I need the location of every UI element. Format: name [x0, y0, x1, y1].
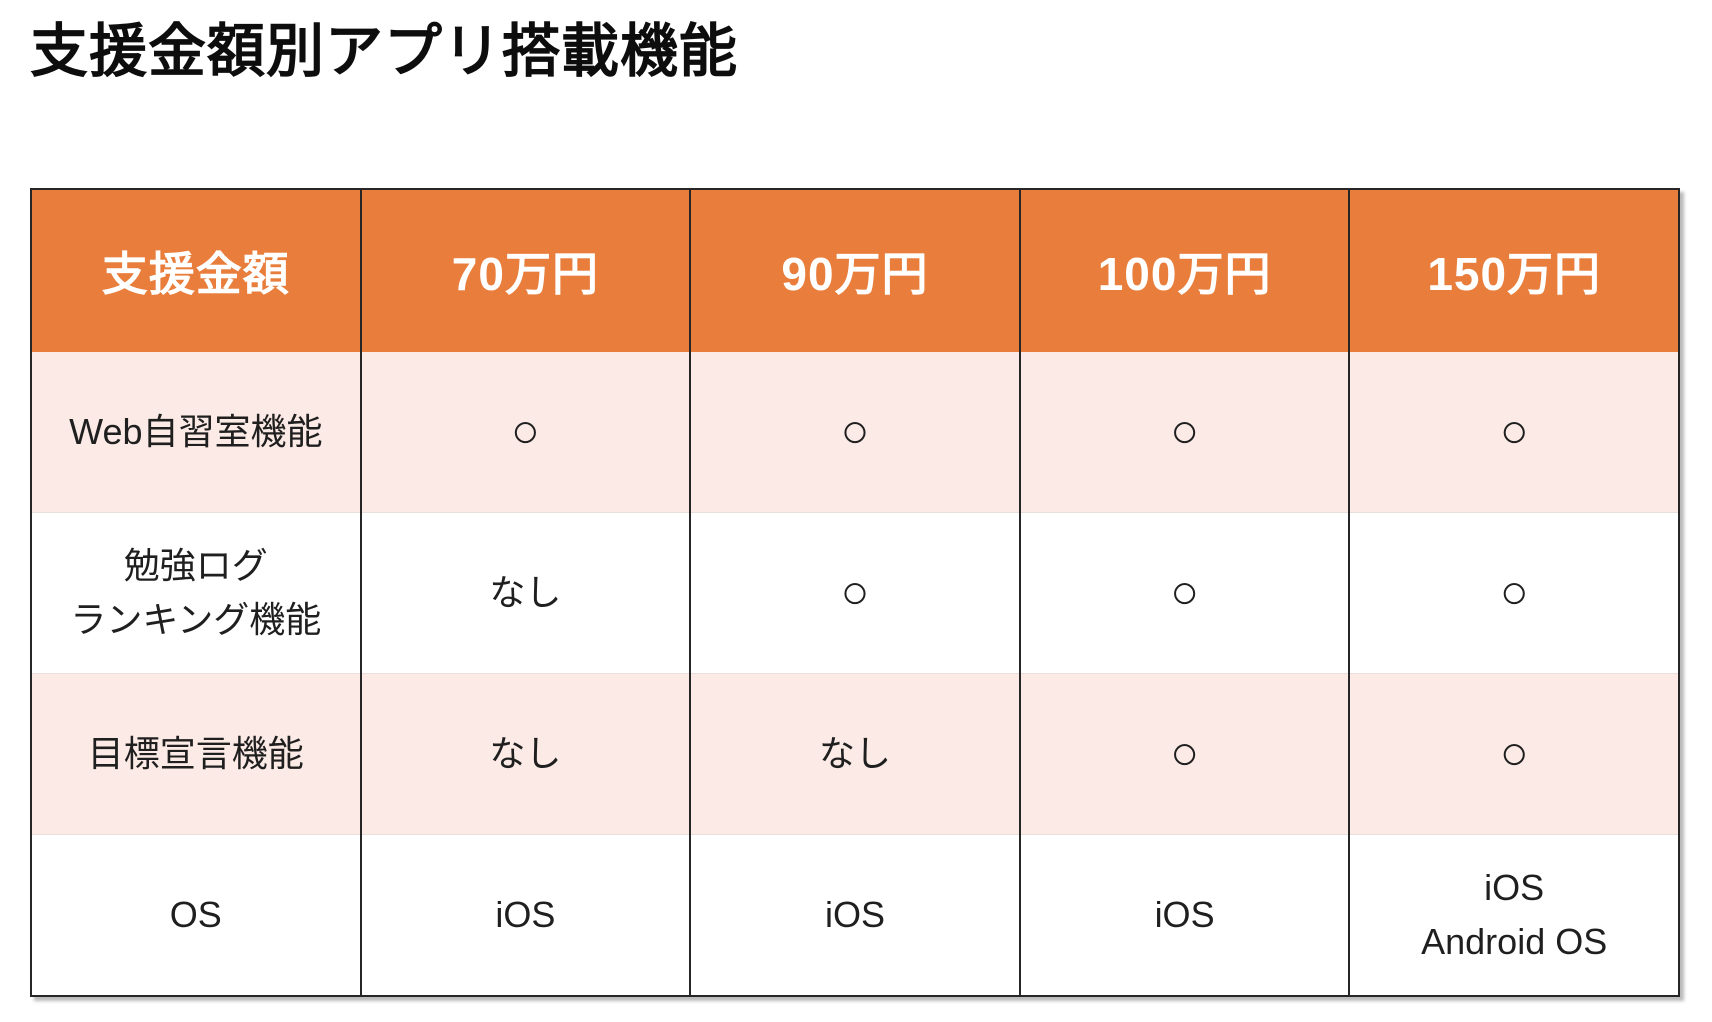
row-label-cell: OS	[30, 834, 362, 996]
circle-mark-cell: ○	[1348, 352, 1680, 513]
value-cell: なし	[359, 673, 692, 835]
circle-mark-cell: ○	[689, 352, 1021, 513]
feature-table-body: Web自習室機能 ○ ○ ○ ○ 勉強ログ ランキング機能 なし ○ ○ ○ 目標宣言機能 なし なし ○…	[30, 352, 1680, 996]
circle-mark-cell: ○	[689, 512, 1021, 674]
table-row: 勉強ログ ランキング機能 なし ○ ○ ○	[30, 512, 1680, 674]
circle-mark-cell: ○	[1348, 673, 1680, 835]
value-cell: iOS	[689, 834, 1021, 996]
header-cell-amount: 70万円	[359, 189, 692, 352]
circle-mark-cell: ○	[1018, 352, 1351, 513]
header-cell-label: 支援金額	[30, 189, 362, 352]
circle-mark-cell: ○	[1348, 512, 1680, 674]
table-row: 目標宣言機能 なし なし ○ ○	[30, 673, 1680, 835]
value-cell: iOS	[359, 834, 692, 996]
value-cell: なし	[359, 512, 692, 674]
value-cell: iOS Android OS	[1348, 834, 1680, 996]
table-row: Web自習室機能 ○ ○ ○ ○	[30, 352, 1680, 513]
feature-table: 支援金額 70万円 90万円 100万円 150万円 Web自習室機能 ○ ○ ○ ○ 勉強ログ …	[30, 188, 1680, 997]
page-title: 支援金額別アプリ搭載機能	[30, 19, 739, 84]
circle-mark-cell: ○	[1018, 673, 1351, 835]
value-cell: なし	[689, 673, 1021, 835]
header-cell-amount: 100万円	[1018, 189, 1351, 352]
header-cell-amount: 90万円	[689, 189, 1021, 352]
header-row: 支援金額 70万円 90万円 100万円 150万円	[30, 189, 1680, 352]
row-label-cell: 勉強ログ ランキング機能	[30, 512, 362, 674]
row-label-cell: Web自習室機能	[30, 352, 362, 513]
feature-table-header: 支援金額 70万円 90万円 100万円 150万円	[30, 189, 1680, 352]
row-label-cell: 目標宣言機能	[30, 673, 362, 835]
table-row: OS iOS iOS iOS iOS Android OS	[30, 834, 1680, 996]
value-cell: iOS	[1018, 834, 1351, 996]
circle-mark-cell: ○	[359, 352, 692, 513]
circle-mark-cell: ○	[1018, 512, 1351, 674]
header-cell-amount: 150万円	[1348, 189, 1680, 352]
